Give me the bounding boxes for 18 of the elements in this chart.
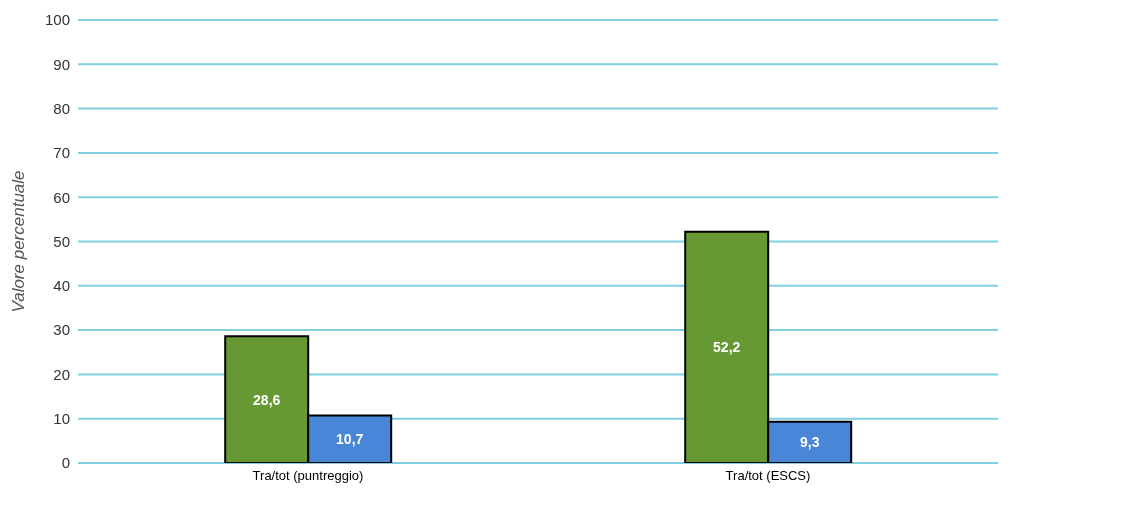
y-tick-label: 50 <box>53 232 70 250</box>
data-label: 52,2 <box>713 339 741 356</box>
y-tick-label: 70 <box>53 144 70 162</box>
x-tick-label: Tra/tot (puntreggio) <box>252 468 364 484</box>
x-tick-label: Tra/tot (ESCS) <box>725 468 811 484</box>
y-tick-label: 30 <box>53 321 70 339</box>
data-label: 10,7 <box>336 431 364 448</box>
y-tick-label: 10 <box>53 410 70 428</box>
data-label: 28,6 <box>253 391 281 408</box>
y-tick-label: 90 <box>53 55 70 73</box>
y-tick-label: 80 <box>53 99 70 117</box>
y-tick-label: 100 <box>44 11 70 29</box>
y-tick-label: 20 <box>53 365 70 383</box>
y-tick-label: 60 <box>53 188 70 206</box>
y-tick-label: 0 <box>61 454 70 472</box>
y-tick-label: 40 <box>53 277 70 295</box>
y-axis-title: Valore percentuale <box>9 170 29 313</box>
data-label: 9,3 <box>799 434 820 451</box>
